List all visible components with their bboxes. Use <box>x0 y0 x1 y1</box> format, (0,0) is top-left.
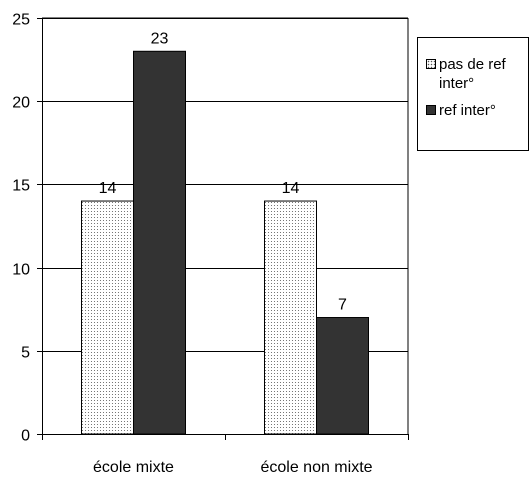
legend-swatch-dotted <box>426 59 436 69</box>
data-label: 7 <box>338 297 347 314</box>
legend-swatch-solid <box>426 105 436 115</box>
data-label: 14 <box>99 180 117 197</box>
legend-item-ref: ref inter° <box>426 101 530 120</box>
y-tick-label: 15 <box>12 178 30 195</box>
legend-item-pas-de-ref: pas de ref inter° <box>426 55 530 93</box>
labels: 0 5 10 15 20 25 14 23 école mixte 14 7 école non mi… <box>12 12 372 477</box>
data-label: 14 <box>282 180 300 197</box>
bar <box>81 200 134 435</box>
bar <box>133 50 186 435</box>
bars <box>81 50 369 435</box>
y-tick-label: 0 <box>21 428 30 445</box>
legend: pas de ref inter° ref inter° <box>417 37 529 151</box>
y-tick-label: 10 <box>12 262 30 279</box>
data-label: 23 <box>151 30 169 47</box>
legend-label: ref inter° <box>439 102 496 119</box>
x-tick-label: école mixte <box>93 459 174 476</box>
bar <box>264 200 317 435</box>
y-tick-label: 5 <box>21 345 30 362</box>
axes <box>37 18 409 440</box>
y-tick-label: 20 <box>12 95 30 112</box>
legend-label: pas de ref inter° <box>439 56 506 92</box>
y-tick-label: 25 <box>12 12 30 29</box>
bar <box>316 317 369 435</box>
x-tick-label: école non mixte <box>260 459 372 476</box>
